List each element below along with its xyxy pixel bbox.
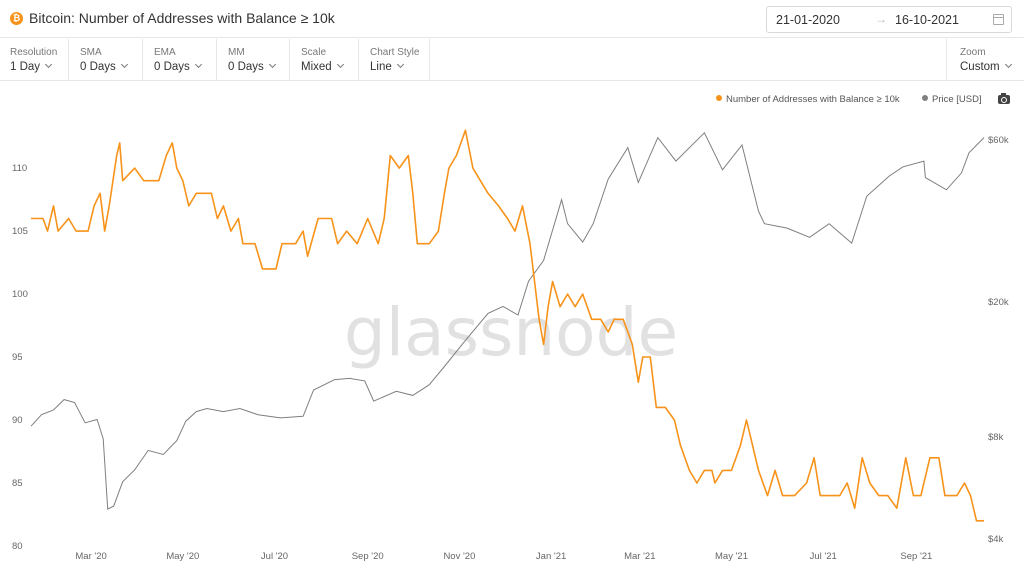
legend-label-price: Price [USD]	[932, 94, 982, 105]
x-tick-label: Mar '21	[624, 551, 655, 562]
mm-value: 0 Days	[228, 61, 264, 73]
chart-style-value: Line	[370, 61, 392, 73]
chart-style-dropdown[interactable]: Chart Style Line	[360, 39, 430, 81]
bitcoin-icon: ₿	[10, 12, 23, 25]
mm-label: MM	[228, 47, 245, 58]
y-left-tick-label: 85	[12, 478, 23, 489]
mm-dropdown[interactable]: MM 0 Days	[218, 39, 290, 81]
y-right-tick-label: $4k	[988, 534, 1004, 545]
y-left-tick-label: 80	[12, 541, 23, 552]
x-tick-label: Mar '20	[75, 551, 106, 562]
legend-dot-icon	[716, 95, 722, 101]
y-left-tick-label: 100	[12, 289, 28, 300]
sma-dropdown[interactable]: SMA 0 Days	[70, 39, 143, 81]
zoom-value: Custom	[960, 61, 1000, 73]
y-left-tick-label: 110	[12, 163, 27, 174]
y-right-tick-label: $60k	[988, 135, 1009, 146]
chart-style-label: Chart Style	[370, 47, 420, 58]
resolution-label: Resolution	[10, 47, 58, 58]
y-left-tick-label: 105	[12, 226, 28, 237]
x-tick-label: Sep '21	[900, 551, 932, 562]
resolution-dropdown[interactable]: Resolution 1 Day	[0, 39, 69, 81]
zoom-label: Zoom	[960, 47, 986, 58]
x-tick-label: Sep '20	[352, 551, 384, 562]
series-line-price	[30, 131, 985, 510]
scale-value: Mixed	[301, 61, 332, 73]
camera-icon[interactable]	[998, 93, 1010, 104]
legend-label-addresses: Number of Addresses with Balance ≥ 10k	[726, 94, 900, 105]
watermark: glassnode	[344, 294, 678, 371]
chart-header: ₿ Bitcoin: Number of Addresses with Bala…	[0, 0, 1024, 38]
legend-item-addresses[interactable]: Number of Addresses with Balance ≥ 10k	[716, 94, 900, 105]
legend-dot-icon	[922, 95, 928, 101]
sma-value: 0 Days	[80, 61, 116, 73]
x-tick-label: May '20	[166, 551, 199, 562]
y-right-tick-label: $20k	[988, 297, 1009, 308]
x-tick-label: May '21	[715, 551, 748, 562]
zoom-dropdown[interactable]: Zoom Custom	[946, 39, 1024, 81]
ema-dropdown[interactable]: EMA 0 Days	[144, 39, 217, 81]
calendar-icon[interactable]	[993, 14, 1004, 25]
page-title: Bitcoin: Number of Addresses with Balanc…	[29, 10, 335, 26]
scale-label: Scale	[301, 47, 327, 58]
x-tick-label: Nov '20	[443, 551, 475, 562]
arrow-right-icon: →	[875, 12, 887, 26]
ema-label: EMA	[154, 47, 176, 58]
date-end-field[interactable]: 16-10-2021	[895, 13, 959, 27]
legend-item-price[interactable]: Price [USD]	[922, 94, 982, 105]
x-tick-label: Jan '21	[536, 551, 566, 562]
y-left-tick-label: 95	[12, 352, 23, 363]
resolution-value: 1 Day	[10, 61, 41, 73]
chart-toolbar: Resolution 1 Day SMA 0 Days EMA 0 Days M…	[0, 39, 1024, 81]
x-tick-label: Jul '21	[810, 551, 837, 562]
scale-dropdown[interactable]: Scale Mixed	[291, 39, 359, 81]
series-line-addresses	[31, 129, 984, 522]
x-tick-label: Jul '20	[261, 551, 288, 562]
ema-value: 0 Days	[154, 61, 190, 73]
y-right-tick-label: $8k	[988, 432, 1004, 443]
date-range-picker[interactable]: 21-01-2020 → 16-10-2021	[766, 6, 1012, 33]
date-start-field[interactable]: 21-01-2020	[776, 13, 840, 27]
sma-label: SMA	[80, 47, 102, 58]
y-left-tick-label: 90	[12, 415, 23, 426]
